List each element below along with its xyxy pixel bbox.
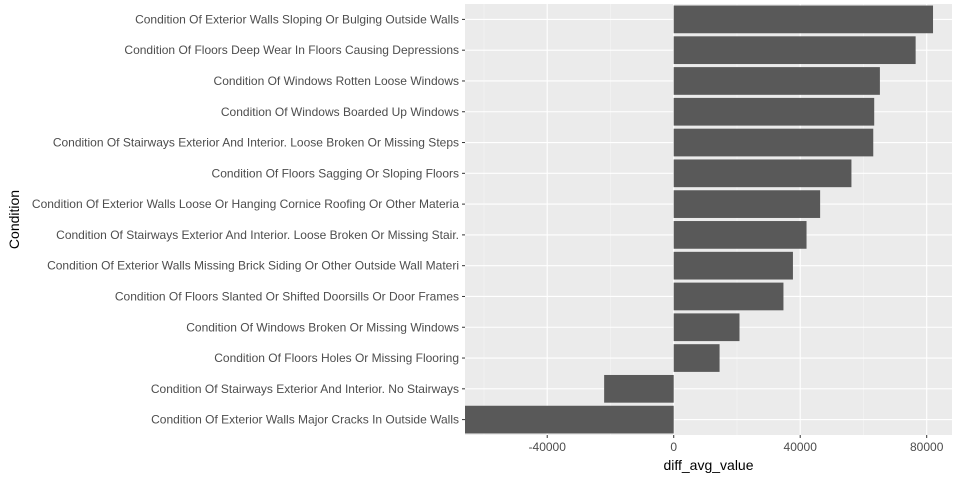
- y-axis-ticks: Condition Of Exterior Walls Sloping Or B…: [32, 12, 465, 427]
- y-tick-label: Condition Of Stairways Exterior And Inte…: [151, 382, 459, 396]
- y-tick-label: Condition Of Floors Deep Wear In Floors …: [124, 43, 459, 57]
- bar: [673, 190, 821, 218]
- bar: [673, 159, 852, 188]
- bar: [673, 5, 934, 34]
- y-axis-title: Condition: [6, 190, 22, 249]
- x-tick-label: 40000: [784, 440, 818, 454]
- bar: [673, 221, 807, 249]
- y-tick-label: Condition Of Windows Rotten Loose Window…: [214, 74, 459, 88]
- bar: [604, 374, 674, 403]
- bar: [673, 36, 916, 65]
- x-axis-title: diff_avg_value: [663, 457, 753, 473]
- bar: [673, 344, 720, 372]
- y-tick-label: Condition Of Floors Sagging Or Sloping F…: [212, 166, 459, 180]
- y-tick-label: Condition Of Exterior Walls Missing Bric…: [47, 259, 459, 273]
- x-tick-label: 0: [670, 440, 677, 454]
- y-tick-label: Condition Of Windows Broken Or Missing W…: [186, 320, 459, 334]
- bar: [673, 128, 874, 157]
- bars: [465, 5, 934, 434]
- y-tick-label: Condition Of Floors Slanted Or Shifted D…: [115, 289, 459, 303]
- bar: [673, 67, 880, 95]
- y-tick-label: Condition Of Stairways Exterior And Inte…: [56, 228, 459, 242]
- bar: [673, 313, 740, 342]
- y-tick-label: Condition Of Exterior Walls Loose Or Han…: [32, 197, 459, 211]
- x-tick-label: 80000: [910, 440, 944, 454]
- y-tick-label: Condition Of Floors Holes Or Missing Flo…: [214, 351, 459, 365]
- x-axis-ticks: -40000 0 40000 80000: [529, 435, 944, 454]
- y-tick-label: Condition Of Stairways Exterior And Inte…: [53, 136, 459, 150]
- y-tick-label: Condition Of Exterior Walls Sloping Or B…: [135, 12, 459, 26]
- bar: [673, 251, 793, 280]
- x-tick-label: -40000: [529, 440, 567, 454]
- y-tick-label: Condition Of Windows Boarded Up Windows: [221, 105, 459, 119]
- bar: [465, 405, 674, 434]
- bar: [673, 282, 784, 311]
- y-tick-label: Condition Of Exterior Walls Major Cracks…: [151, 413, 459, 427]
- bar: [673, 97, 875, 126]
